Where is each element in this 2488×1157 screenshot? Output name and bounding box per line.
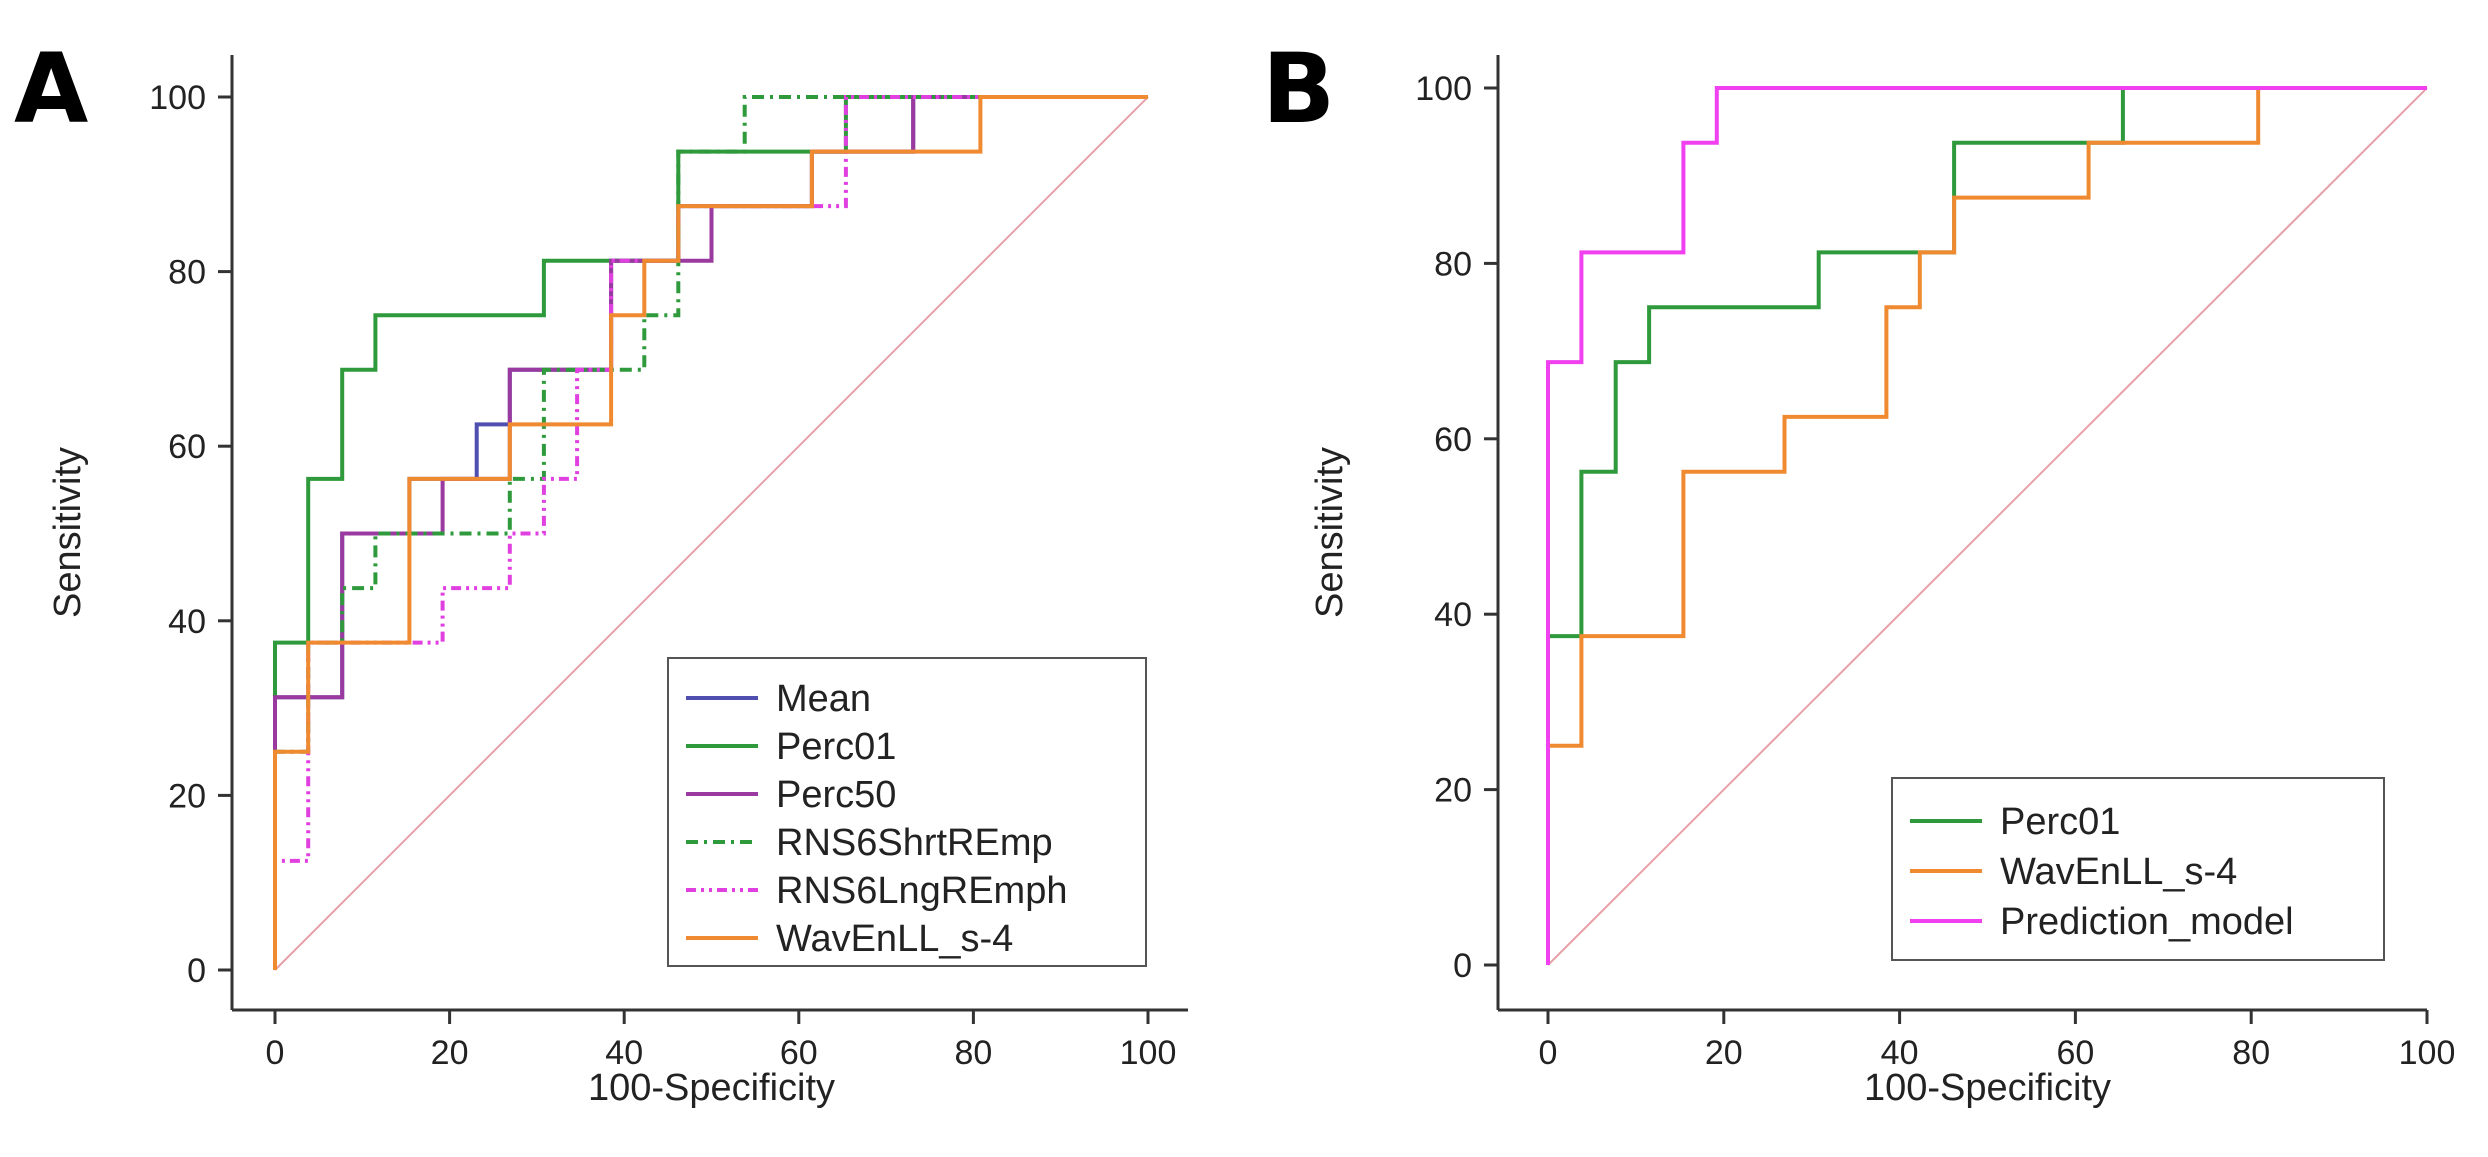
y-axis-title: Sensitivity (1309, 447, 1351, 618)
x-tick-label: 60 (2056, 1034, 2094, 1072)
x-tick-label: 40 (1881, 1034, 1919, 1072)
series-line-wavenll-s-4 (273, 95, 1148, 970)
legend-label-perc50: Perc50 (776, 774, 896, 816)
x-tick-label: 0 (266, 1034, 285, 1072)
series-line-rns6lngremph (273, 95, 1148, 970)
y-tick-label: 20 (168, 777, 206, 815)
x-axis-title: 100-Specificity (1864, 1067, 2111, 1109)
chance-diagonal-line (1547, 87, 2428, 966)
series-line-perc01 (1546, 86, 2427, 965)
legend-label-perc01: Perc01 (2000, 801, 2120, 843)
legend-label-mean: Mean (776, 678, 871, 720)
legend-label-perc01: Perc01 (776, 726, 896, 768)
legend-box (667, 657, 1147, 967)
y-tick-label: 80 (168, 254, 206, 292)
series-line-perc01 (273, 95, 1148, 970)
y-tick-label: 100 (1415, 70, 1472, 108)
y-tick-label: 20 (1434, 772, 1472, 810)
legend-label-wavenll-s-4: WavEnLL_s-4 (2000, 851, 2237, 893)
y-tick-label: 60 (1434, 421, 1472, 459)
chart-panel-a: 0 20 40 60 80 100 0 20 40 60 80 100 100-Specificity S… (47, 55, 1188, 1109)
y-tick-label: 0 (187, 952, 206, 990)
x-tick-label: 20 (431, 1034, 469, 1072)
y-tick-label: 40 (168, 603, 206, 641)
y-tick-label: 40 (1434, 596, 1472, 634)
y-tick-label: 80 (1434, 245, 1472, 283)
legend-label-rns6shrtremp: RNS6ShrtREmp (776, 822, 1053, 864)
y-axis-title: Sensitivity (47, 447, 89, 618)
x-tick-label: 80 (954, 1034, 992, 1072)
legend: Mean Perc01 Perc50 RNS6ShrtREmp RNS6LngREmph… (667, 657, 1147, 967)
legend-label-prediction-model: Prediction_model (2000, 901, 2294, 943)
x-tick-label: 40 (605, 1034, 643, 1072)
legend-label-wavenll-s-4: WavEnLL_s-4 (776, 918, 1013, 960)
x-tick-label: 100 (2399, 1034, 2456, 1072)
panel-label-a: A (14, 33, 88, 145)
series-line-prediction-model (1546, 86, 2427, 965)
legend-label-rns6lngremph: RNS6LngREmph (776, 870, 1067, 912)
x-tick-label: 0 (1539, 1034, 1558, 1072)
y-tick-label: 60 (168, 428, 206, 466)
chance-diagonal-line (274, 96, 1149, 971)
y-tick-label: 0 (1453, 947, 1472, 985)
legend: Perc01 WavEnLL_s-4 Prediction_model (1891, 777, 2385, 961)
x-tick-label: 80 (2232, 1034, 2270, 1072)
series-line-wavenll-s-4 (1546, 86, 2427, 965)
x-axis-title: 100-Specificity (588, 1067, 835, 1109)
x-tick-label: 60 (780, 1034, 818, 1072)
chart-panel-b: 0 20 40 60 80 100 0 20 40 60 80 100 100-Specificity S… (1309, 55, 2455, 1109)
y-tick-label: 100 (149, 79, 206, 117)
x-tick-label: 20 (1705, 1034, 1743, 1072)
x-tick-label: 100 (1120, 1034, 1177, 1072)
panel-label-b: B (1262, 33, 1335, 145)
